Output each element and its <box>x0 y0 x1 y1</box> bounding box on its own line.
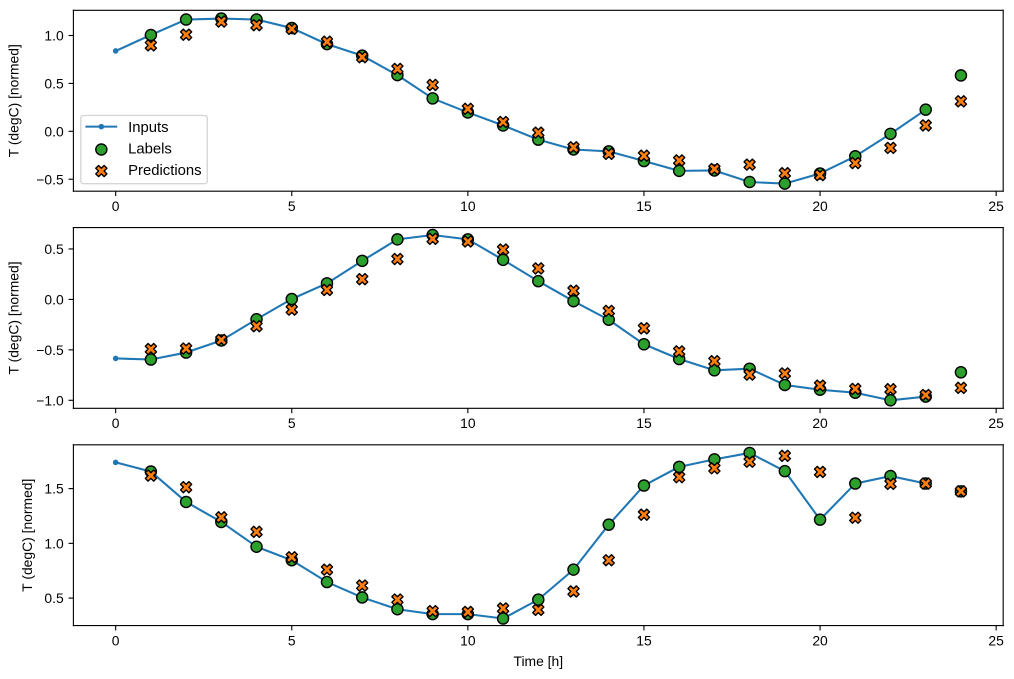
svg-text:10: 10 <box>460 415 476 431</box>
svg-text:0: 0 <box>112 415 120 431</box>
svg-text:0.5: 0.5 <box>44 75 64 91</box>
svg-text:5: 5 <box>288 415 296 431</box>
svg-text:T (degC) [normed]: T (degC) [normed] <box>5 44 21 157</box>
svg-text:−0.5: −0.5 <box>36 171 64 187</box>
svg-text:20: 20 <box>812 632 828 648</box>
svg-text:0.5: 0.5 <box>44 590 64 606</box>
svg-text:T (degC) [normed]: T (degC) [normed] <box>19 479 35 592</box>
svg-text:−1.0: −1.0 <box>36 392 64 408</box>
svg-text:1.0: 1.0 <box>44 28 64 44</box>
svg-text:0.0: 0.0 <box>44 291 64 307</box>
svg-text:5: 5 <box>288 198 296 214</box>
svg-text:15: 15 <box>636 415 652 431</box>
svg-text:20: 20 <box>812 198 828 214</box>
svg-text:25: 25 <box>988 415 1004 431</box>
svg-text:Time [h]: Time [h] <box>513 653 563 669</box>
svg-text:10: 10 <box>460 198 476 214</box>
svg-text:10: 10 <box>460 632 476 648</box>
svg-text:1.5: 1.5 <box>44 481 64 497</box>
svg-text:25: 25 <box>988 632 1004 648</box>
svg-text:20: 20 <box>812 415 828 431</box>
svg-text:0: 0 <box>112 632 120 648</box>
svg-text:Predictions: Predictions <box>128 163 202 179</box>
svg-text:15: 15 <box>636 632 652 648</box>
svg-text:0: 0 <box>112 198 120 214</box>
svg-text:Labels: Labels <box>128 141 172 157</box>
svg-text:Inputs: Inputs <box>128 120 168 136</box>
svg-text:25: 25 <box>988 198 1004 214</box>
svg-text:15: 15 <box>636 198 652 214</box>
svg-text:1.0: 1.0 <box>44 535 64 551</box>
svg-text:−0.5: −0.5 <box>36 342 64 358</box>
svg-text:0.5: 0.5 <box>44 241 64 257</box>
svg-text:5: 5 <box>288 632 296 648</box>
svg-text:0.0: 0.0 <box>44 123 64 139</box>
svg-text:T (degC) [normed]: T (degC) [normed] <box>5 261 21 374</box>
